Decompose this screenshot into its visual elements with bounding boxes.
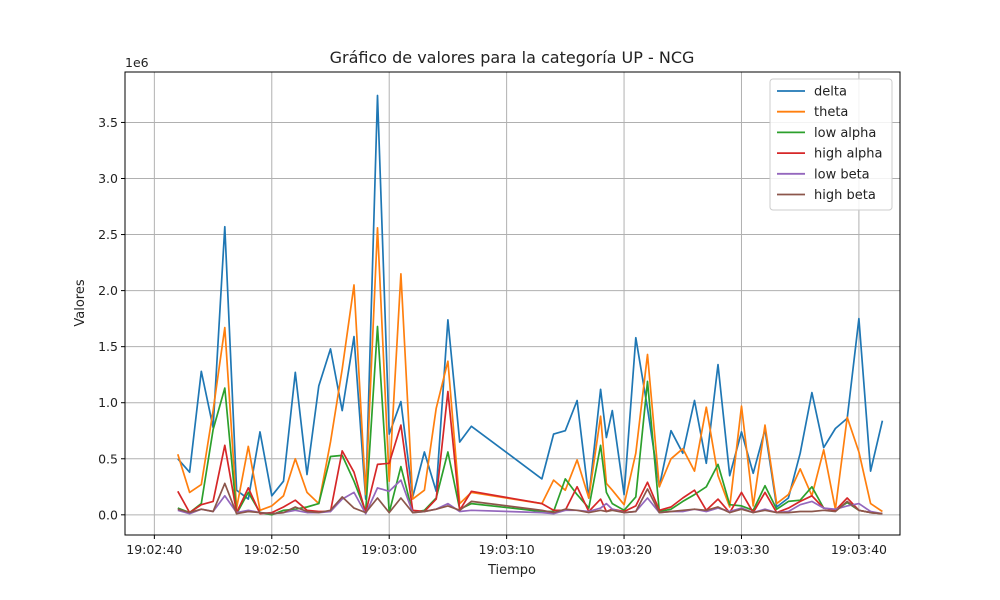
- legend-label-low-beta: low beta: [814, 167, 870, 182]
- series-line-low-alpha: [177, 325, 883, 516]
- legend: delta theta low alpha high alpha low beta hig…: [769, 78, 893, 211]
- x-tick-label: 19:03:00: [361, 542, 417, 557]
- series-line-theta: [176, 226, 883, 513]
- series-line-high-beta: [177, 482, 883, 515]
- y-tick-label: 0.0: [98, 507, 118, 522]
- y-tick-label: 2.0: [98, 283, 118, 298]
- y-tick-label: 1.0: [98, 395, 118, 410]
- y-tick-label: 0.5: [98, 451, 118, 466]
- y-tick-label: 1.5: [98, 339, 118, 354]
- x-tick-label: 19:03:10: [479, 542, 535, 557]
- legend-label-theta: theta: [814, 105, 848, 120]
- x-tick-label: 19:02:50: [244, 542, 300, 557]
- x-tick-label: 19:03:30: [713, 542, 769, 557]
- series-lines: [176, 94, 884, 516]
- y-tick-label: 2.5: [98, 227, 118, 242]
- x-tick-label: 19:02:40: [126, 542, 182, 557]
- x-axis: 19:02:40 19:02:50 19:03:00 19:03:10 19:03:20…: [126, 535, 887, 557]
- chart-title: Gráfico de valores para la categoría UP …: [330, 48, 695, 67]
- x-tick-label: 19:03:40: [831, 542, 887, 557]
- x-axis-title: Tiempo: [487, 563, 536, 578]
- y-tick-label: 3.5: [98, 115, 118, 130]
- plot-area-frame: [124, 71, 901, 536]
- y-tick-label: 3.0: [98, 171, 118, 186]
- legend-label-low-alpha: low alpha: [814, 126, 876, 141]
- y-axis-multiplier: 1e6: [125, 55, 149, 70]
- legend-label-high-beta: high beta: [814, 188, 876, 203]
- legend-label-high-alpha: high alpha: [814, 147, 883, 162]
- legend-label-delta: delta: [814, 85, 847, 100]
- y-axis-title: Valores: [73, 279, 88, 326]
- x-tick-label: 19:03:20: [596, 542, 652, 557]
- y-axis: 0.0 0.5 1.0 1.5 2.0 2.5 3.0 3.5: [98, 115, 125, 522]
